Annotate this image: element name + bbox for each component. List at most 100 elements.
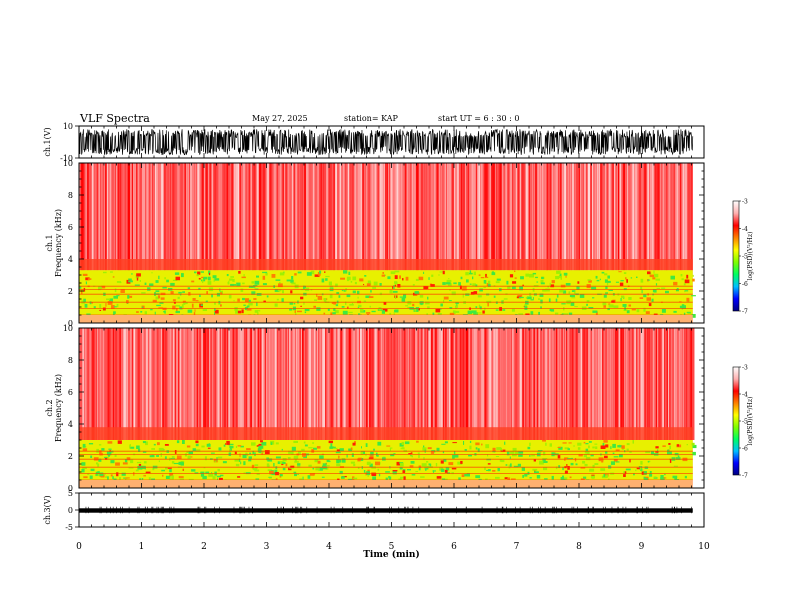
ch1-spectrogram-band-speck [134, 284, 140, 286]
ch2-spectrogram-band-speck [562, 475, 564, 479]
ch1-spectrogram-band-speck [540, 306, 542, 309]
ch2-spectrogram-streak [479, 328, 481, 440]
ch1-spectrogram-band-speck [399, 275, 401, 279]
ch2-spectrogram-streak [138, 328, 140, 440]
ch2-spectrogram-streak [289, 328, 291, 440]
ch1-spectrogram-streak [337, 163, 338, 271]
ch2-spectrogram-band-speck [252, 468, 257, 471]
ch2-spectrogram-band-speck [686, 444, 688, 446]
ch1-spectrogram-band-speck [281, 298, 284, 303]
ch2-spectrogram-streak [392, 328, 395, 440]
ch1-spectrogram-band-speck [569, 294, 575, 298]
ch1-spectrogram-low-strip [79, 315, 693, 323]
ch1-spectrogram-streak [135, 163, 138, 271]
ch2-spectrogram-band-speck [339, 448, 344, 452]
ch1-spectrogram-band-speck [187, 287, 191, 290]
ch1-spectrogram-band-speck [401, 297, 406, 302]
ch2-spectrogram-streak [206, 328, 208, 440]
ch2-spectrogram-band-speck [487, 463, 491, 465]
ch1-spectrogram-streak [470, 163, 473, 271]
ch1-spectrogram-streak [420, 163, 422, 271]
ch1-spectrogram-streak [658, 163, 659, 271]
ch1-spectrogram-streak [262, 163, 264, 271]
ch2-spectrogram-band-speck [82, 467, 87, 469]
ch1-spectrogram-streak [389, 163, 391, 271]
ch1-spectrogram-band-speck [323, 312, 326, 315]
ch2-spectrogram-band-speck [302, 476, 304, 480]
ch1-spectrogram-streak [605, 163, 607, 271]
ch1-spectrogram-streak [622, 163, 624, 271]
ch1-spectrogram-streak [475, 163, 478, 271]
ch2-spectrogram-streak [450, 328, 452, 440]
ch1-spectrogram-band-speck [395, 295, 397, 299]
ch1-spectrogram-band-speck [487, 284, 491, 287]
ch2-spectrogram-band-speck [200, 471, 205, 474]
ch1-spectrogram-band-speck [394, 270, 400, 273]
ch1-spectrogram-streak [639, 163, 642, 271]
ch2-spectrogram-streak [533, 328, 535, 440]
ch2-spectrogram-band-speck [337, 459, 342, 463]
ch1-spectrogram-band-speck [608, 304, 614, 308]
ch2-spectrogram-band-speck [653, 476, 657, 478]
ch1-spectrogram-streak [222, 163, 224, 271]
ch1-spectrogram-streak [427, 163, 430, 271]
ch1-spectrogram-band-speck [99, 309, 102, 311]
ch2-spectrogram-streak [111, 328, 113, 440]
ch2-spectrogram-streak [314, 328, 316, 440]
ch1-spectrogram-band-speck [155, 290, 160, 293]
ch1-spectrogram-band-speck [561, 303, 566, 305]
ch1-spectrogram-band-speck [563, 272, 568, 276]
ch2-spectrogram-band-speck [386, 445, 391, 447]
ch1-spectrogram-band-speck [650, 272, 652, 275]
ch2-spectrogram-streak [271, 328, 273, 440]
ch2-spectrogram-streak [386, 328, 389, 440]
ch2-spectrogram-band-speck [325, 467, 329, 470]
ch1-spectrogram-band-speck [105, 303, 107, 307]
ch1-spectrogram-band-speck [471, 310, 477, 314]
ch2-spectrogram-streak [254, 328, 256, 440]
ch2-spectrogram-band-speck [415, 471, 418, 473]
ch2-spectrogram-band-speck [211, 452, 215, 454]
ch2-spectrogram-band-speck [248, 456, 252, 459]
ch1-spectrogram-streak [250, 163, 253, 271]
ch1-spectrogram-band-speck [506, 280, 509, 285]
ch2-spectrogram-band-speck [444, 469, 448, 473]
ch2-spectrogram-streak [202, 328, 205, 440]
ch2-spectrogram-band-speck [377, 468, 380, 471]
ch1-spectrogram-band-speck [455, 310, 460, 313]
ch2-spectrogram-band-speck [251, 442, 256, 446]
ch1-spectrogram-band-speck [462, 286, 467, 290]
ch2-spectrogram-streak [530, 328, 532, 440]
ch1-spectrogram-streak [362, 163, 363, 271]
ch1-spectrogram-streak [298, 163, 301, 271]
ch2-spectrogram-streak [614, 328, 616, 440]
ch2-spectrogram-band-speck [129, 445, 131, 449]
ch1-spectrogram-streak [511, 163, 513, 271]
ch1-spectrogram-band-speck [207, 276, 211, 281]
x-tick-label: 7 [514, 542, 520, 552]
ch1-spectrogram-band-speck [414, 309, 417, 312]
ch2-spectrogram-band-speck [592, 477, 595, 479]
ch1-spectrogram-band-speck [577, 281, 580, 284]
ch1-spectrogram-streak [236, 163, 238, 271]
ch2-spectrogram-band-speck [418, 454, 420, 458]
ch2-spectrogram-band-speck [327, 460, 331, 463]
ch2-spectrogram-band-speck [239, 453, 241, 458]
ch1-spectrogram-band-speck [346, 276, 351, 281]
ch1-spectrogram-streak [438, 163, 440, 271]
ch2-spectrogram-band-speck [583, 441, 586, 444]
ch1-spectrogram-streak [288, 163, 290, 271]
ch2-spectrogram-streak [442, 328, 443, 440]
ch2-spectrogram-streak [574, 328, 576, 440]
ch2-spectrogram-streak [429, 328, 431, 440]
ch1-spectrogram-band-speck [419, 301, 424, 305]
ch2-spectrogram-streak [378, 328, 380, 440]
ch2-spectrogram-streak [385, 328, 388, 440]
ch1-spectrogram-band-speck [348, 311, 353, 314]
ch1-spectrogram-streak [560, 163, 563, 271]
ch2-spectrogram-streak [315, 328, 317, 440]
ch1-spectrogram-band-speck [542, 289, 547, 292]
ch2-spectrogram-streak [603, 328, 605, 440]
ch2-spectrogram-band-speck [640, 469, 643, 471]
ch2-spectrogram-band-speck [403, 476, 406, 480]
